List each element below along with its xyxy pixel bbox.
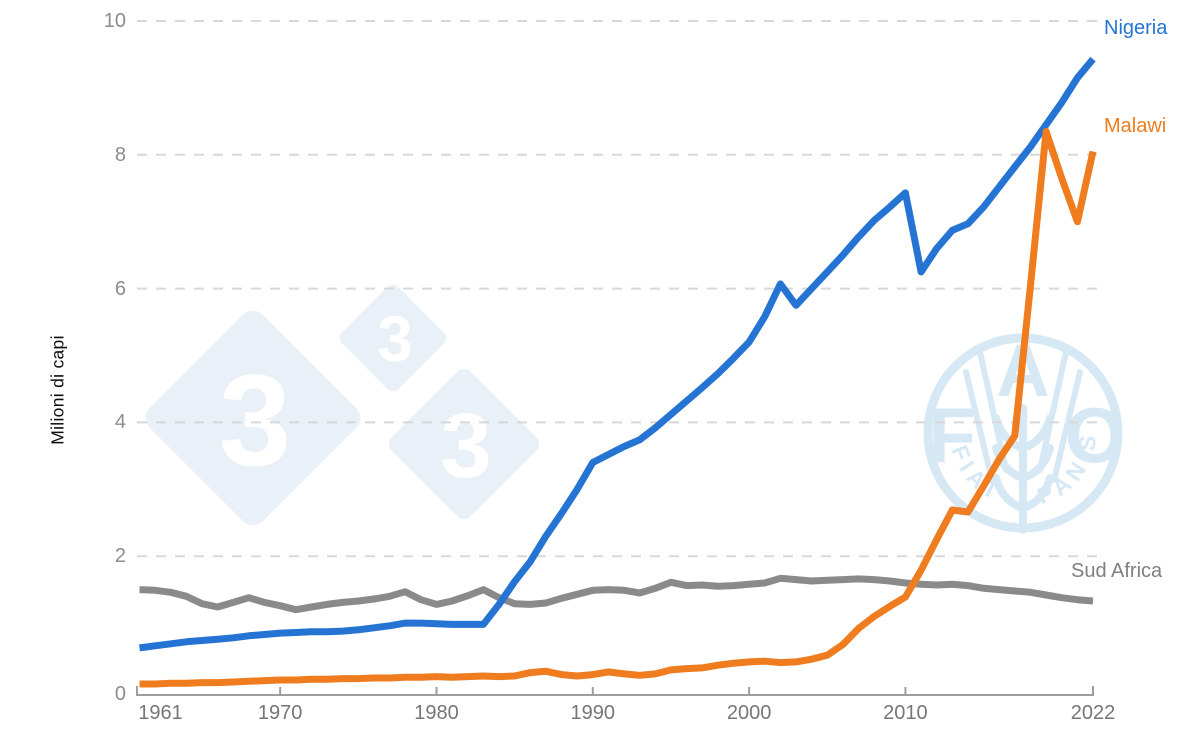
pig333-digit: 3 xyxy=(219,347,291,493)
x-tick-label: 2010 xyxy=(883,702,928,724)
fao-wheat-awn xyxy=(963,369,995,483)
pig333-watermark: 333 xyxy=(145,284,540,526)
series-label-sud-africa: Sud Africa xyxy=(1071,560,1163,582)
sud-africa-line xyxy=(139,574,1094,614)
y-tick-label: 8 xyxy=(114,143,126,166)
x-axis xyxy=(136,686,1094,696)
x-tick-label: 1980 xyxy=(414,702,459,724)
y-tick-label: 2 xyxy=(114,545,126,568)
fao-wheat-awn xyxy=(1037,349,1069,473)
fao-wheat-awn xyxy=(1051,369,1083,483)
pig333-diamond xyxy=(339,284,447,392)
pig333-digit: 3 xyxy=(377,303,413,375)
fao-wheat-leaf xyxy=(1019,474,1054,512)
y-tick-label: 0 xyxy=(114,683,126,705)
series-label-nigeria: Nigeria xyxy=(1104,17,1168,39)
x-tick-label: 1990 xyxy=(570,702,616,724)
fao-letter-f: F xyxy=(928,391,976,479)
y-tick-label: 4 xyxy=(114,411,126,434)
x-tick-label: 1970 xyxy=(257,702,303,724)
pig333-diamond xyxy=(145,310,361,526)
x-tick-label: 2000 xyxy=(726,702,772,724)
x-tick-label: 2022 xyxy=(1070,702,1116,724)
pig333-digit: 3 xyxy=(440,395,491,497)
x-tick-label: 1961 xyxy=(138,702,183,724)
y-tick-label: 6 xyxy=(114,277,126,300)
pig333-diamond xyxy=(388,368,540,520)
nigeria-line xyxy=(139,56,1096,652)
y-tick-label: 10 xyxy=(103,10,126,32)
malawi-line xyxy=(139,127,1097,688)
series-label-malawi: Malawi xyxy=(1104,115,1167,137)
